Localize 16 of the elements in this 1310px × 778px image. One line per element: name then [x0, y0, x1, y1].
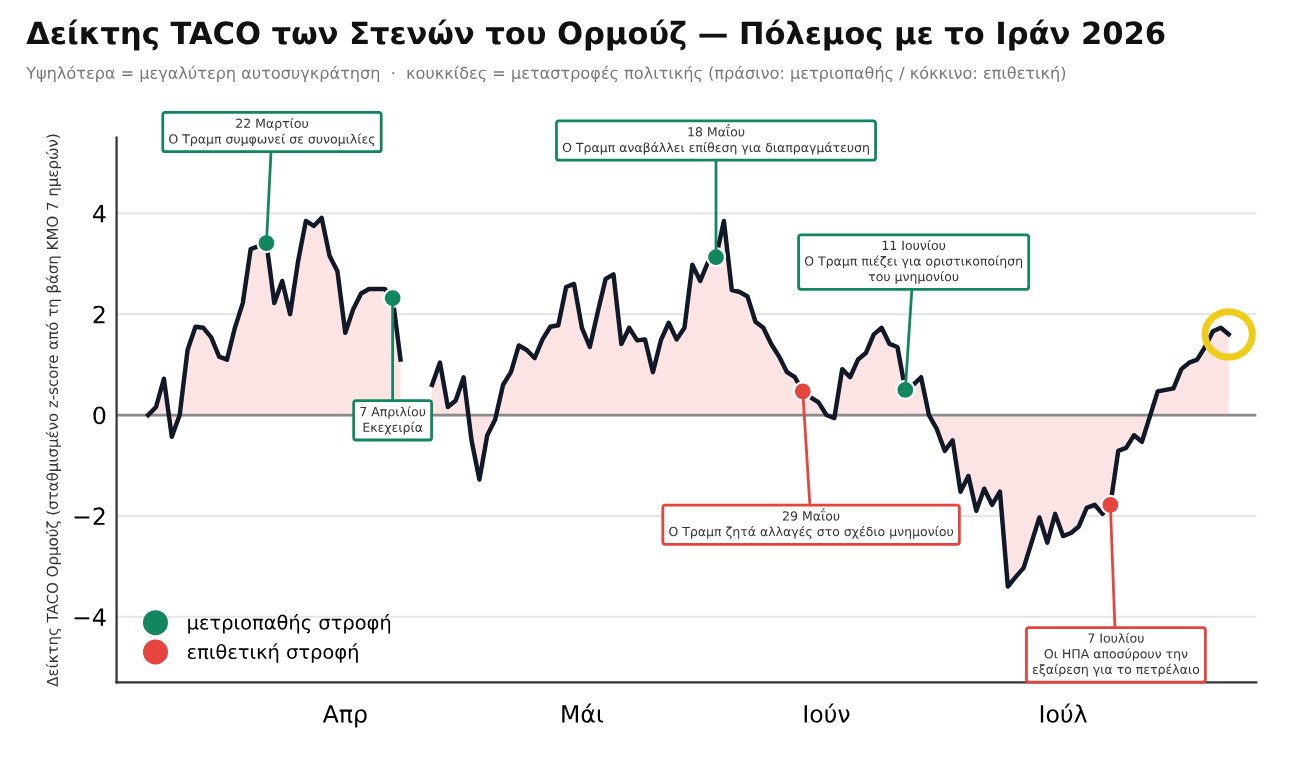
- chart-subtitle: Υψηλότερα = μεγαλύτερη αυτοσυγκράτηση · κουκκίδες = μεταστροφές πολιτικής (πράσινο: μετριοπαθής / κόκκινο: επιθετική): [26, 65, 1066, 83]
- point: [895, 379, 916, 400]
- y-tick-label: 4: [93, 205, 106, 223]
- legend-label: επιθετική στροφή: [187, 643, 358, 663]
- x-tick-label: Ιούλ: [1040, 703, 1087, 723]
- y-tick-label: −2: [74, 507, 105, 525]
- x-tick-label: Μάι: [562, 703, 604, 723]
- legend-label: μετριοπαθής στροφή: [188, 613, 391, 634]
- point: [792, 381, 813, 402]
- x-tick-label: Απρ: [322, 705, 367, 728]
- y-tick-label: 2: [93, 305, 105, 324]
- point: [705, 247, 727, 268]
- y-tick-label: 0: [93, 406, 106, 425]
- chart-title: Δείκτης TACO των Στενών του Ορμούζ — Πόλεμος με το Ιράν 2026: [26, 19, 1165, 51]
- y-tick-label: −4: [74, 608, 106, 626]
- x-tick-label: Ιούν: [804, 703, 850, 723]
